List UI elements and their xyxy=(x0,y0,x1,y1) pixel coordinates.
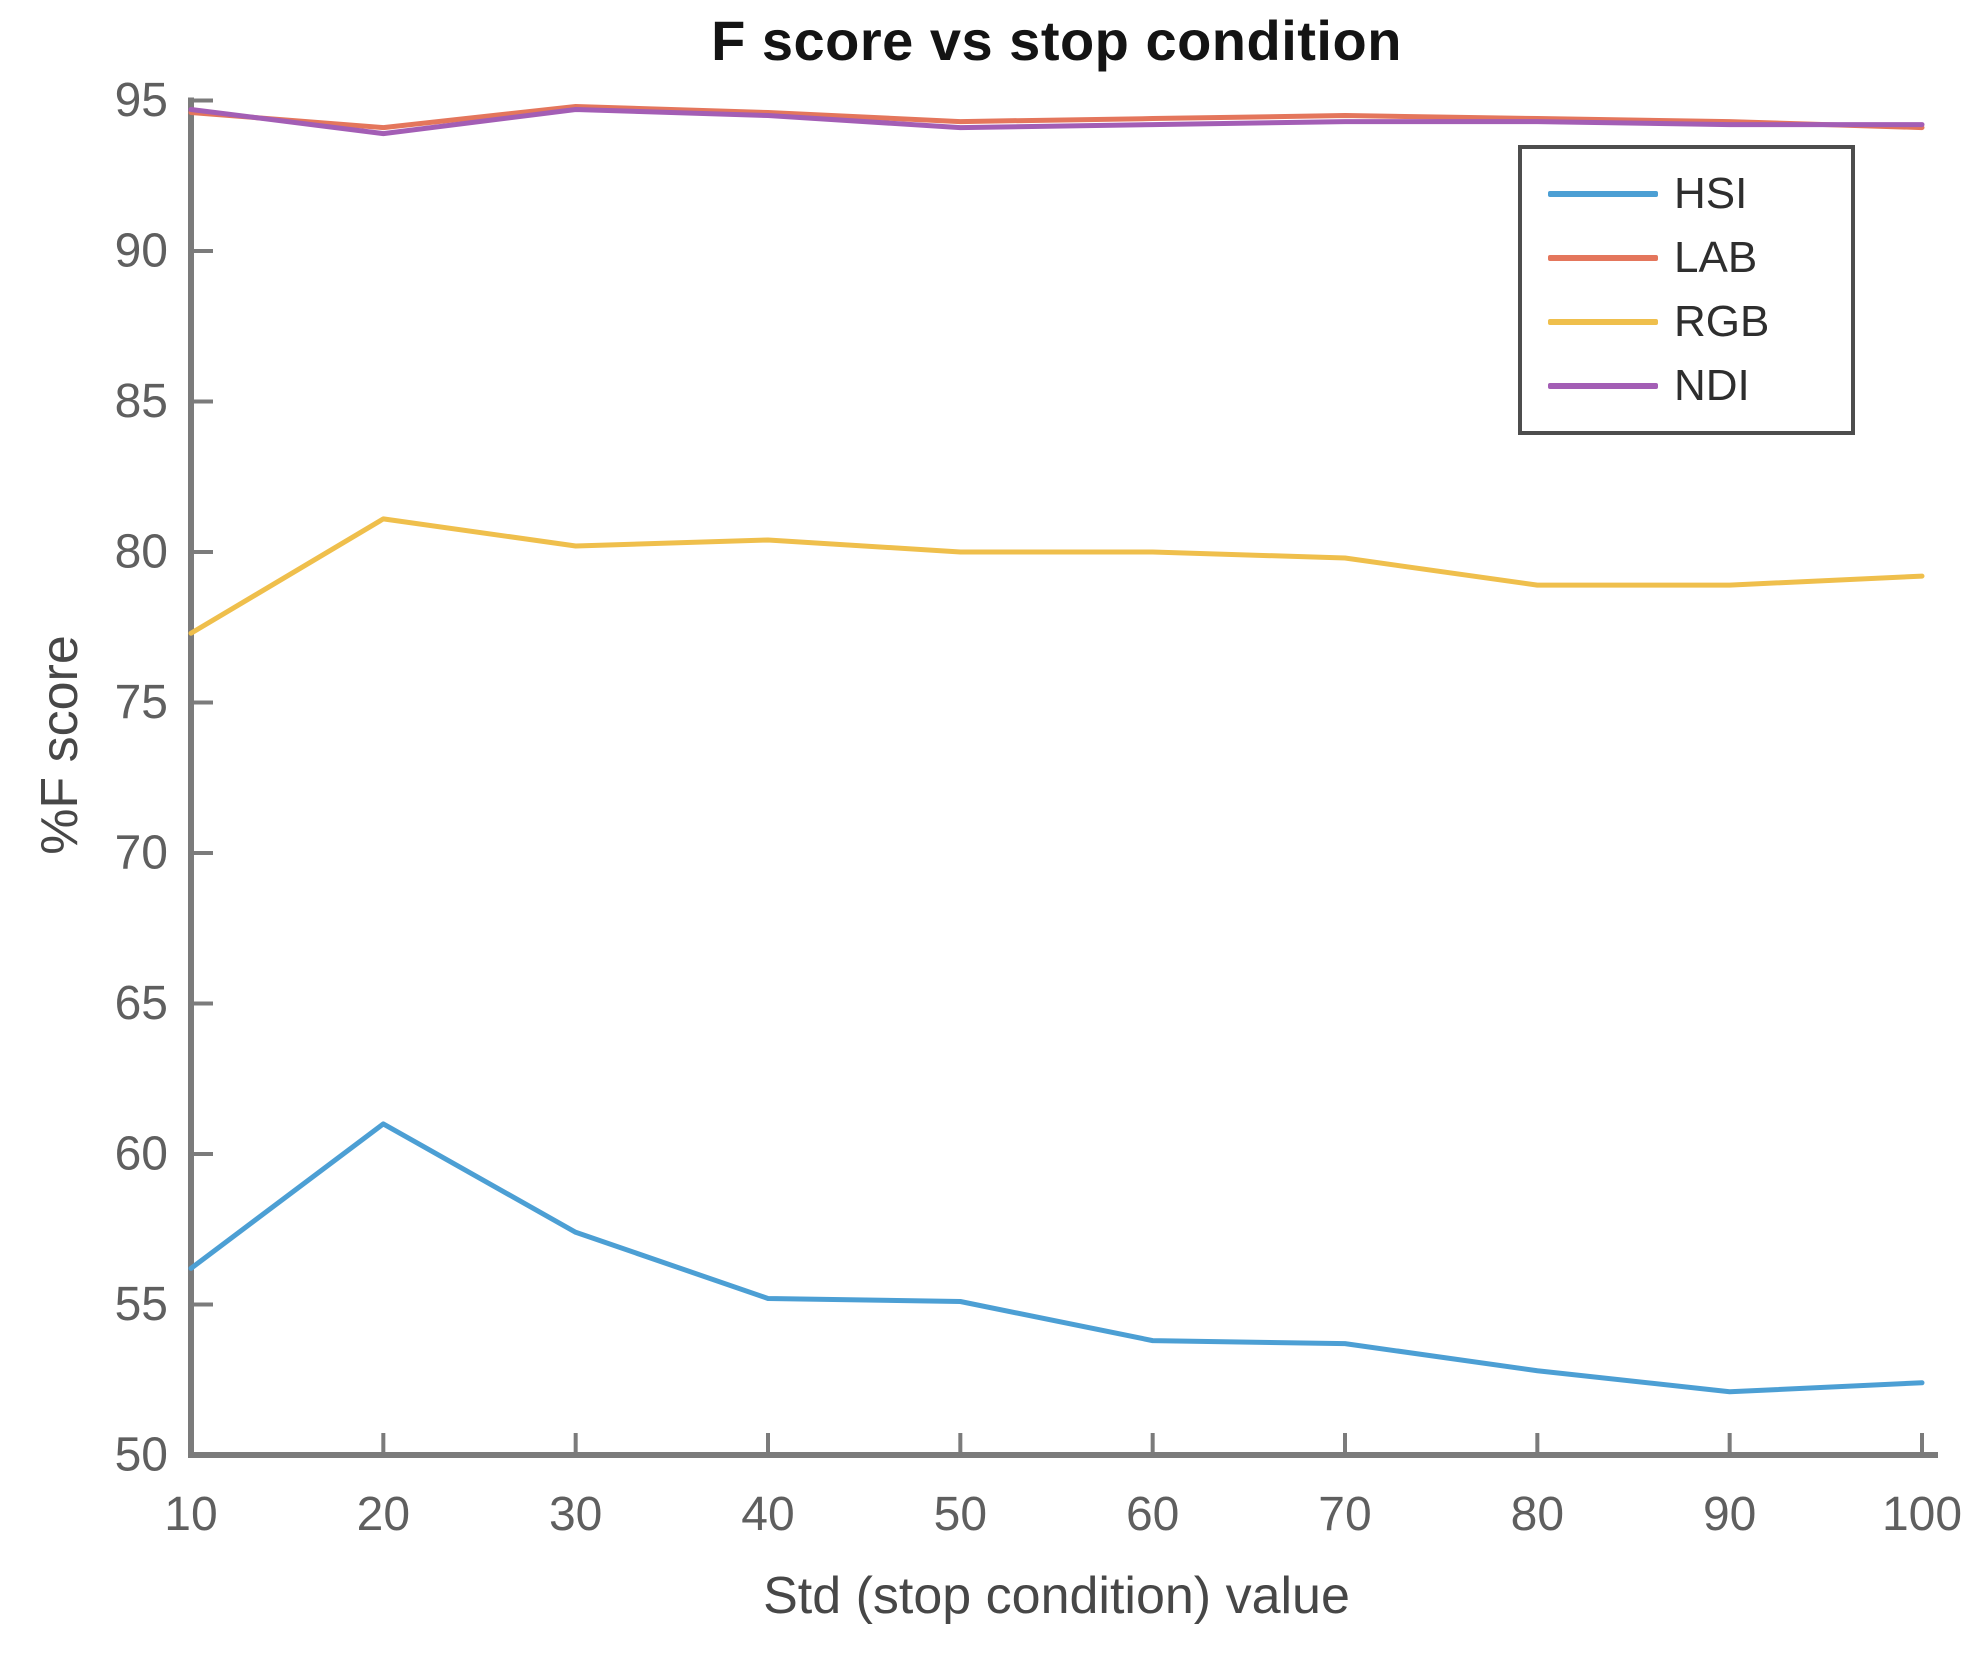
x-tick-label: 100 xyxy=(1882,1488,1962,1541)
x-tick-label: 60 xyxy=(1126,1488,1179,1541)
x-tick-label: 30 xyxy=(549,1488,602,1541)
legend-item-hsi: HSI xyxy=(1548,162,1851,226)
x-tick-label: 90 xyxy=(1703,1488,1756,1541)
x-tick-label: 80 xyxy=(1511,1488,1564,1541)
legend: HSI LAB RGB NDI xyxy=(1518,145,1855,435)
legend-label: LAB xyxy=(1674,233,1758,282)
legend-label: NDI xyxy=(1674,361,1750,410)
chart-title: F score vs stop condition xyxy=(711,9,1402,72)
legend-line-sample-rgb xyxy=(1548,319,1658,325)
legend-line-sample-ndi xyxy=(1548,383,1658,389)
y-tick-label: 65 xyxy=(115,977,168,1030)
y-tick-label: 55 xyxy=(115,1278,168,1331)
series-line-rgb xyxy=(188,516,1925,636)
series-line-lab xyxy=(188,104,1925,131)
legend-item-rgb: RGB xyxy=(1548,290,1851,354)
legend-label: HSI xyxy=(1674,169,1748,218)
x-axis-label: Std (stop condition) value xyxy=(763,1567,1350,1625)
y-tick-label: 75 xyxy=(115,676,168,729)
y-tick-label: 60 xyxy=(115,1128,168,1181)
legend-line-sample-lab xyxy=(1548,255,1658,261)
series-line-ndi xyxy=(188,107,1925,137)
x-tick-label: 10 xyxy=(164,1488,217,1541)
y-tick-label: 85 xyxy=(115,375,168,428)
y-tick-label: 80 xyxy=(115,526,168,579)
legend-item-lab: LAB xyxy=(1548,226,1851,290)
y-tick-label: 50 xyxy=(115,1429,168,1482)
legend-item-ndi: NDI xyxy=(1548,354,1851,418)
y-tick-label: 90 xyxy=(115,225,168,278)
legend-label: RGB xyxy=(1674,297,1770,346)
y-tick-label: 70 xyxy=(115,827,168,880)
x-tick-label: 20 xyxy=(357,1488,410,1541)
series-line-hsi xyxy=(188,1121,1925,1395)
x-tick-label: 50 xyxy=(934,1488,987,1541)
legend-line-sample-hsi xyxy=(1548,191,1658,197)
x-tick-label: 40 xyxy=(741,1488,794,1541)
x-tick-label: 70 xyxy=(1318,1488,1371,1541)
y-tick-label: 95 xyxy=(115,74,168,127)
